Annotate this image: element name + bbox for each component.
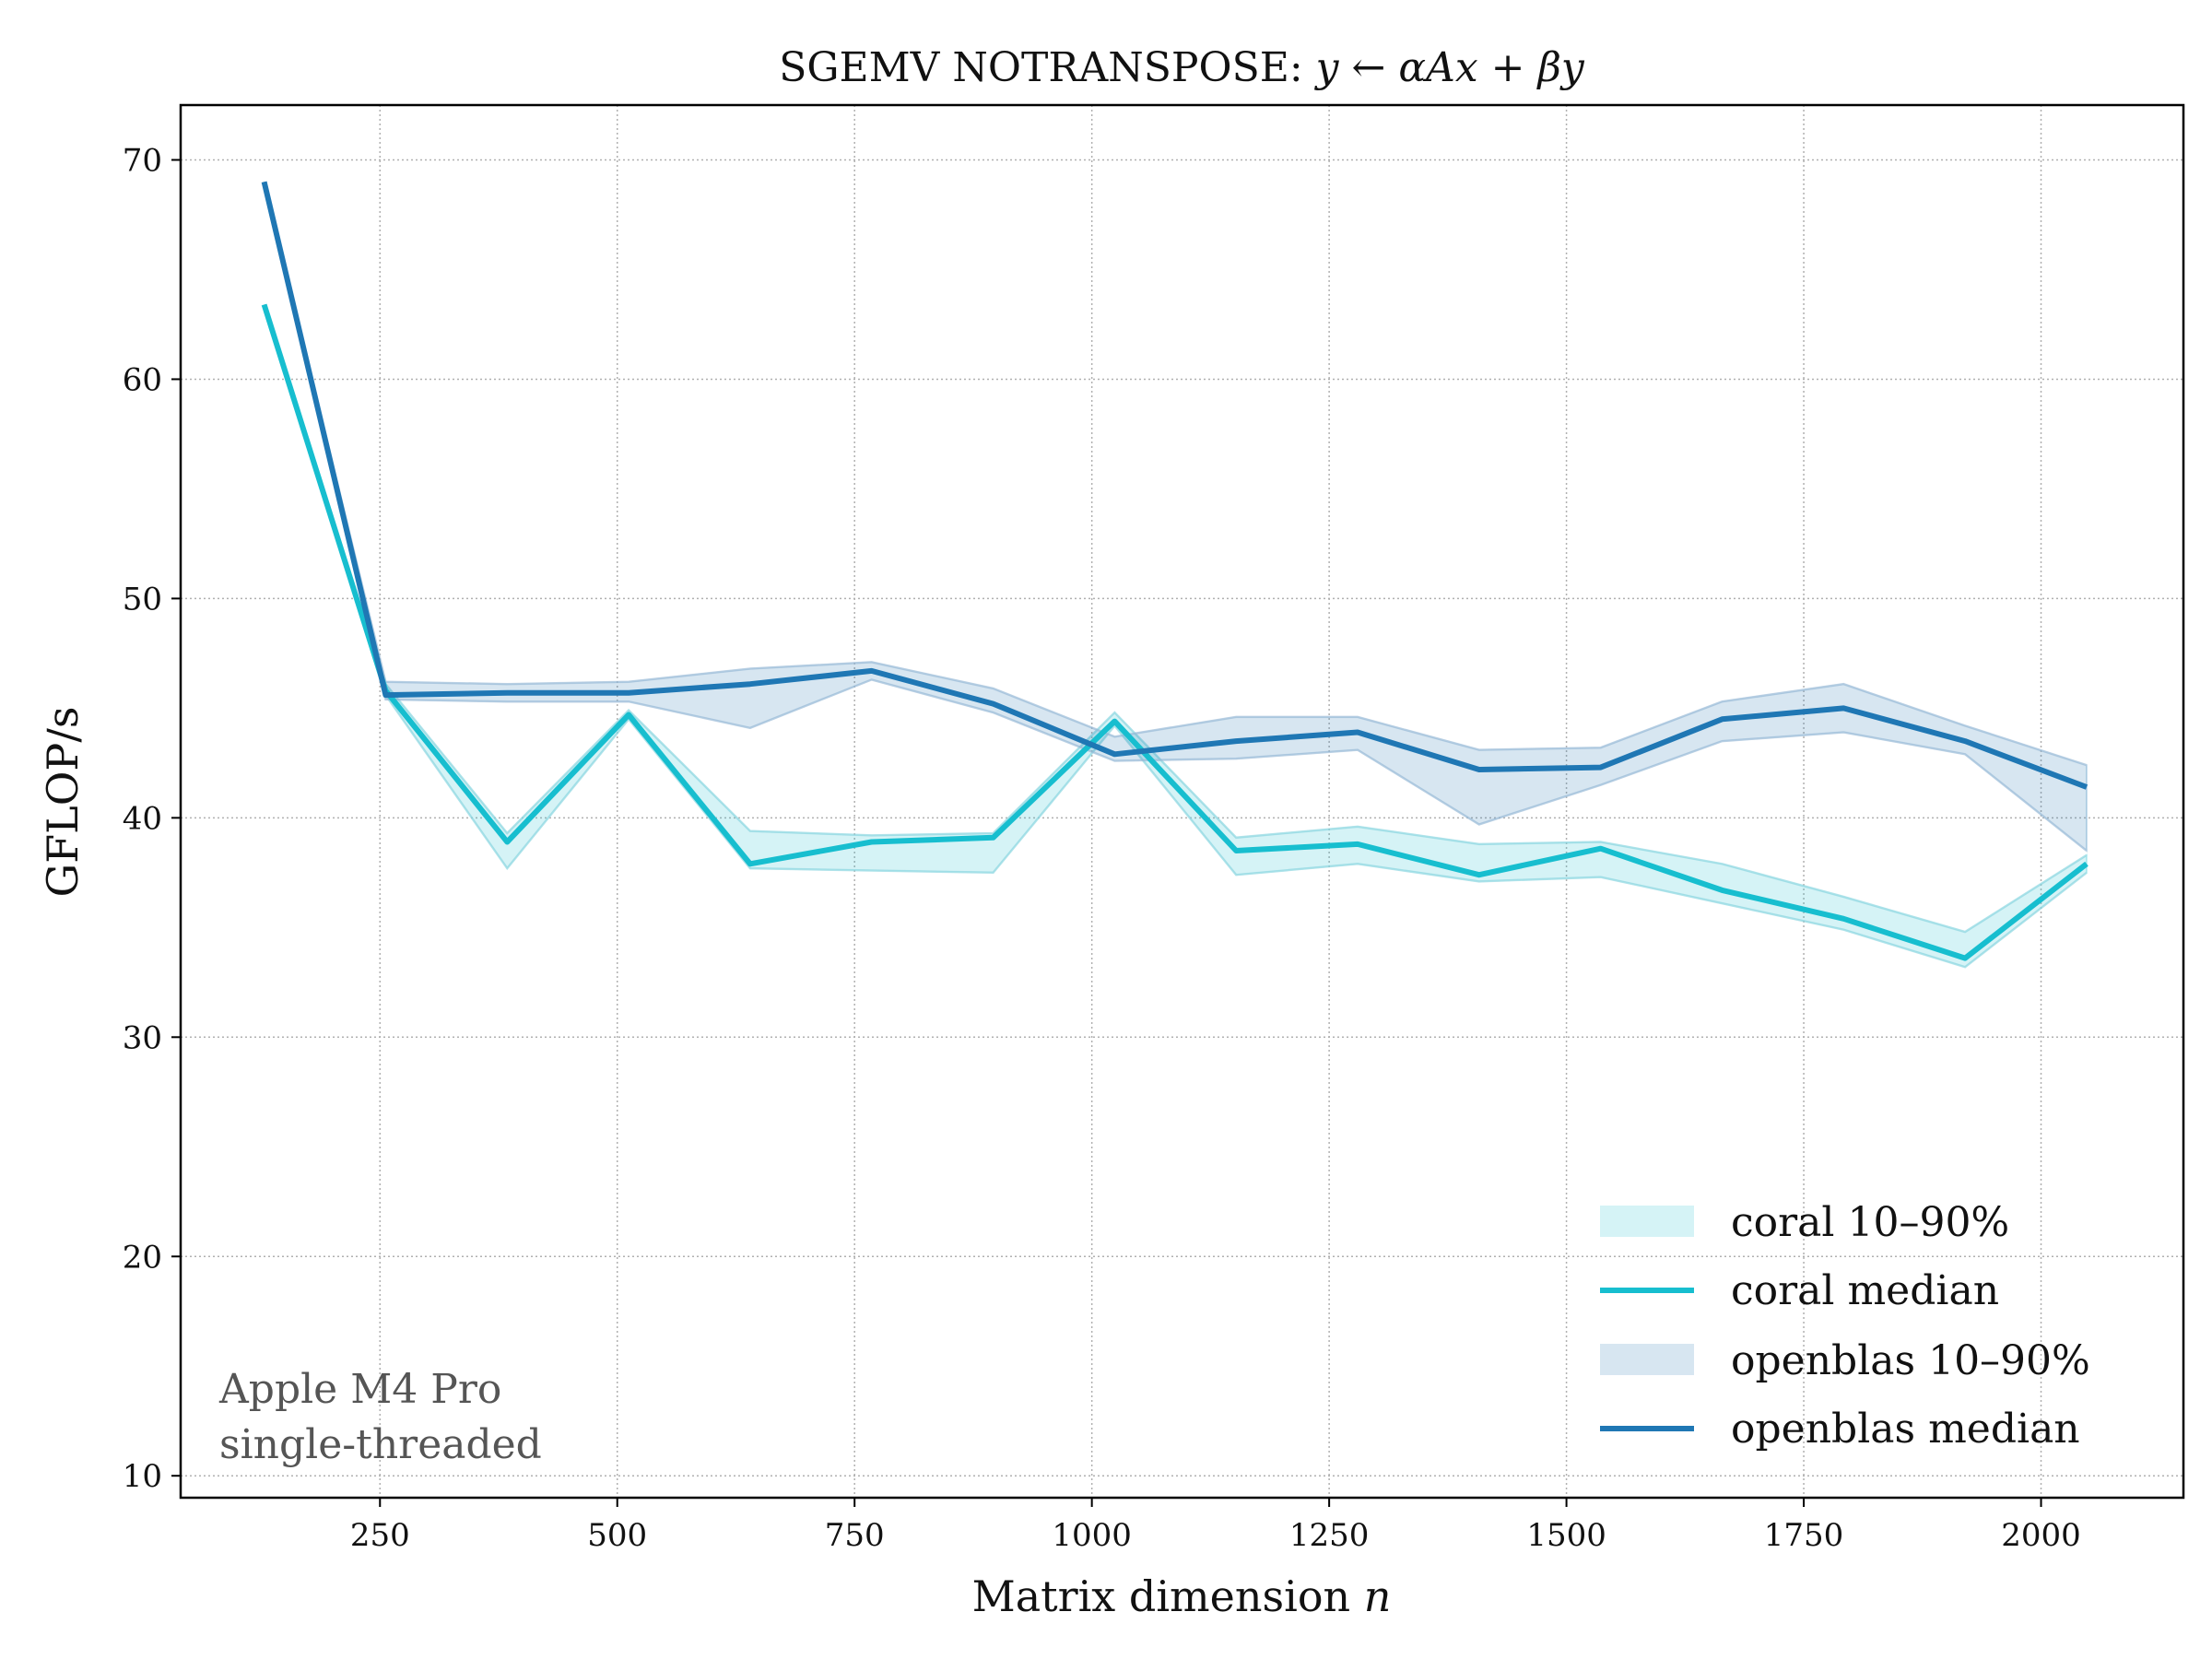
x-tick-label: 1750 <box>1764 1517 1844 1554</box>
coral-median-line <box>261 303 2088 961</box>
y-tick-label: 30 <box>123 1019 162 1056</box>
openblas-median-line <box>261 181 2088 790</box>
annotation-line-2: single-threaded <box>219 1421 542 1468</box>
openblas-p10-line <box>263 182 2088 852</box>
y-tick-label: 10 <box>123 1458 162 1495</box>
device-annotation: Apple M4 Pro single-threaded <box>218 1366 542 1468</box>
y-axis-label: GFLOP/s <box>38 707 88 898</box>
y-tick-label: 70 <box>123 142 162 179</box>
x-tick-label: 250 <box>350 1517 410 1554</box>
title-math: y ← αAx + βy <box>1314 44 1585 91</box>
x-tick-label: 500 <box>587 1517 647 1554</box>
grid <box>181 105 2183 1498</box>
x-tick-label: 1500 <box>1526 1517 1606 1554</box>
y-tick-label: 40 <box>123 800 162 837</box>
x-axis-label: Matrix dimension n <box>972 1571 1392 1621</box>
bands <box>263 182 2088 969</box>
annotation-line-1: Apple M4 Pro <box>218 1366 501 1413</box>
x-tick-label: 1000 <box>1052 1517 1132 1554</box>
legend-label-openblas-band: openblas 10–90% <box>1731 1337 2090 1384</box>
chart-title: SGEMV NOTRANSPOSE: y ← αAx + βy <box>779 44 1585 91</box>
legend-label-coral-median: coral median <box>1731 1267 1999 1314</box>
legend-label-coral-band: coral 10–90% <box>1731 1199 2009 1246</box>
x-tick-label: 1250 <box>1289 1517 1370 1554</box>
legend-swatch-openblas-band <box>1600 1344 1694 1375</box>
plot-frame <box>179 103 2185 1500</box>
y-tick-label: 50 <box>123 581 162 618</box>
median-lines <box>261 181 2088 961</box>
legend: coral 10–90% coral median openblas 10–90… <box>1600 1199 2090 1453</box>
x-tick-label: 2000 <box>2001 1517 2081 1554</box>
x-tick-label: 750 <box>825 1517 885 1554</box>
x-axis-label-math: n <box>1364 1571 1392 1621</box>
y-tick-label: 20 <box>123 1239 162 1276</box>
legend-swatch-coral-band <box>1600 1206 1694 1237</box>
ticks: 250 500 750 1000 1250 1500 1750 2000 10 20 30 40 50 6… <box>123 142 2081 1554</box>
title-text: SGEMV NOTRANSPOSE: <box>779 44 1315 91</box>
coral-band <box>263 304 2088 969</box>
coral-p90-line <box>263 304 2088 934</box>
x-axis-label-text: Matrix dimension <box>972 1571 1364 1621</box>
legend-label-openblas-median: openblas median <box>1731 1406 2080 1453</box>
coral-p10-line <box>263 304 2088 969</box>
openblas-p90-line <box>263 182 2088 767</box>
y-tick-label: 60 <box>123 361 162 398</box>
